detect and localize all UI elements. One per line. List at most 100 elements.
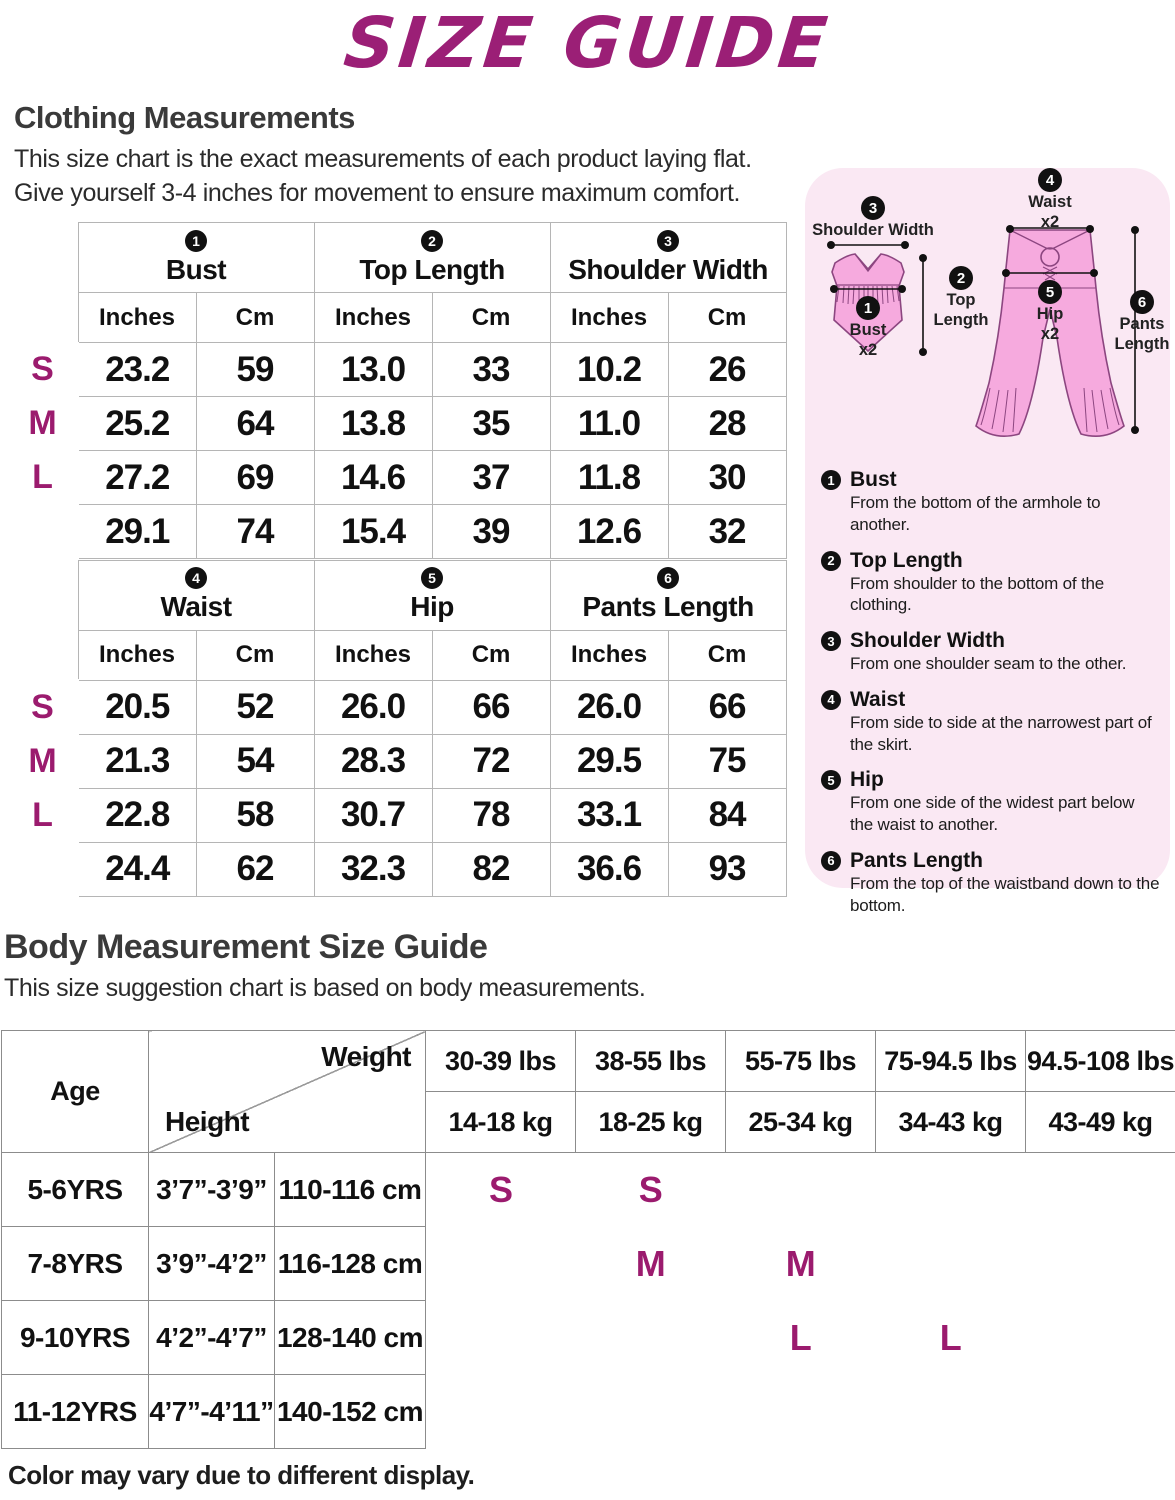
weight-col-lbs: 94.5-108 lbs [1025, 1030, 1175, 1092]
height-cm-cell: 110-116 cm [274, 1152, 426, 1227]
measurement-value: 21.3 [77, 733, 197, 789]
measurement-value: 23.2 [77, 342, 197, 397]
body-guide-description: This size suggestion chart is based on b… [4, 974, 646, 1002]
empty-cell [426, 1227, 576, 1301]
size-row-label-xl: XL [8, 841, 79, 897]
measurement-value: 26.0 [549, 679, 669, 735]
size-recommendation-m: M [725, 1226, 876, 1301]
measurement-value: 25.2 [77, 396, 197, 451]
measurement-value: 15.4 [313, 504, 433, 559]
measurement-value: 14.6 [313, 450, 433, 505]
measurement-value: 24.4 [77, 841, 197, 897]
group-label: Pants Length [582, 591, 754, 622]
definition-hip: 5 Hip From one side of the widest part be… [821, 768, 1160, 836]
measurement-definitions: 1 Bust From the bottom of the armhole to … [805, 464, 1170, 916]
unit-header-cm: Cm [195, 292, 315, 343]
empty-corner-cell [8, 630, 78, 680]
measurement-value: 10.2 [549, 342, 669, 397]
column-group-bust: 1 Bust [77, 222, 315, 293]
definition-bust: 1 Bust From the bottom of the armhole to … [821, 468, 1160, 536]
label-text: x2 [858, 340, 878, 359]
weight-height-diagonal-header: Weight Height [148, 1030, 426, 1153]
definition-description: From one side of the widest part below t… [850, 793, 1135, 834]
clothing-table-bottom: 4 Waist 5 Hip 6 Pants Length Inches Cm I… [8, 559, 787, 897]
definition-pants-length: 6 Pants Length From the top of the waistb… [821, 849, 1160, 917]
weight-col-kg: 25-34 kg [725, 1091, 876, 1153]
label-text: x2 [1040, 212, 1060, 231]
measurement-value: 27.2 [77, 450, 197, 505]
measurement-value: 28.3 [313, 733, 433, 789]
body-measurement-table: Age Weight Height 30-39 lbs 38-55 lbs 55… [1, 1030, 1175, 1449]
empty-cell [576, 1375, 726, 1449]
measurement-value: 33 [431, 342, 551, 397]
size-row-label-l: L [8, 787, 79, 843]
definition-description: From side to side at the narrowest part … [850, 712, 1152, 754]
weight-col-lbs: 75-94.5 lbs [875, 1030, 1026, 1092]
definition-term: Hip [850, 768, 884, 792]
unit-header-inches: Inches [549, 629, 669, 681]
height-ft-cell: 3’9”-4’2” [148, 1226, 275, 1301]
label-text: Length [1114, 334, 1170, 353]
empty-corner-cell [8, 293, 78, 343]
diagram-label-shoulder-width: 3 Shoulder Width [798, 196, 948, 241]
clothing-description-line2: Give yourself 3-4 inches for movement to… [14, 179, 741, 207]
measurement-value: 82 [431, 841, 551, 897]
measurement-value: 32 [667, 504, 787, 559]
label-text: Bust [849, 321, 887, 339]
age-header: Age [1, 1030, 149, 1153]
circled-number-2-icon: 2 [821, 550, 841, 571]
page-title: SIZE GUIDE [340, 2, 835, 84]
definition-description: From one shoulder seam to the other. [850, 654, 1127, 673]
circled-number-4-icon: 4 [1038, 168, 1062, 192]
unit-header-cm: Cm [667, 292, 787, 343]
measurement-value: 58 [195, 787, 315, 843]
empty-cell [726, 1375, 876, 1449]
diagram-label-waist: 4 Waist x2 [1015, 168, 1085, 233]
color-disclaimer: Color may vary due to different display. [8, 1460, 475, 1490]
body-measurement-table-wrap: Age Weight Height 30-39 lbs 38-55 lbs 55… [1, 1030, 1175, 1449]
label-text: Hip [1036, 305, 1064, 323]
measurement-value: 39 [431, 504, 551, 559]
measurement-value: 84 [667, 787, 787, 843]
label-text: Length [933, 310, 989, 329]
definition-term: Waist [850, 687, 906, 711]
size-recommendation-l: L [725, 1300, 876, 1375]
column-group-waist: 4 Waist [77, 559, 315, 631]
unit-header-cm: Cm [431, 629, 551, 681]
diagram-label-pants-length: 6 Pants Length [1113, 290, 1171, 355]
empty-cell [1026, 1227, 1175, 1301]
group-label: Shoulder Width [568, 253, 768, 285]
definition-waist: 4 Waist From side to side at the narrowes… [821, 688, 1160, 756]
empty-cell [426, 1375, 576, 1449]
column-group-shoulder-width: 3 Shoulder Width [549, 222, 787, 293]
measurement-value: 22.8 [77, 787, 197, 843]
body-guide-heading: Body Measurement Size Guide [4, 928, 488, 966]
body-measurement-section-header: Body Measurement Size Guide This size su… [4, 928, 904, 1005]
height-header: Height [165, 1106, 250, 1137]
label-text: Pants [1119, 315, 1165, 333]
unit-header-inches: Inches [313, 629, 433, 681]
measurement-value: 75 [667, 733, 787, 789]
clothing-description-line1: This size chart is the exact measurement… [14, 145, 752, 173]
weight-header: Weight [321, 1041, 411, 1072]
definition-top-length: 2 Top Length From shoulder to the bottom … [821, 549, 1160, 617]
size-row-label-xl: XL [8, 503, 79, 560]
weight-col-lbs: 30-39 lbs [425, 1030, 576, 1092]
measurement-value: 37 [431, 450, 551, 505]
group-label: Hip [410, 591, 454, 622]
definition-term: Shoulder Width [850, 629, 1005, 652]
garment-drawing [827, 225, 1139, 437]
size-row-label-m: M [8, 395, 79, 452]
empty-cell [1026, 1153, 1175, 1227]
measurement-value: 29.1 [77, 504, 197, 559]
empty-cell [576, 1301, 726, 1375]
measurement-value: 28 [667, 396, 787, 451]
measurement-value: 54 [195, 733, 315, 789]
column-group-top-length: 2 Top Length [313, 222, 551, 293]
definition-term: Bust [850, 468, 897, 491]
group-label: Waist [160, 591, 232, 622]
diagram-label-bust: 1 Bust x2 [838, 296, 898, 361]
measurement-value: 13.8 [313, 396, 433, 451]
measurement-value: 26 [667, 342, 787, 397]
